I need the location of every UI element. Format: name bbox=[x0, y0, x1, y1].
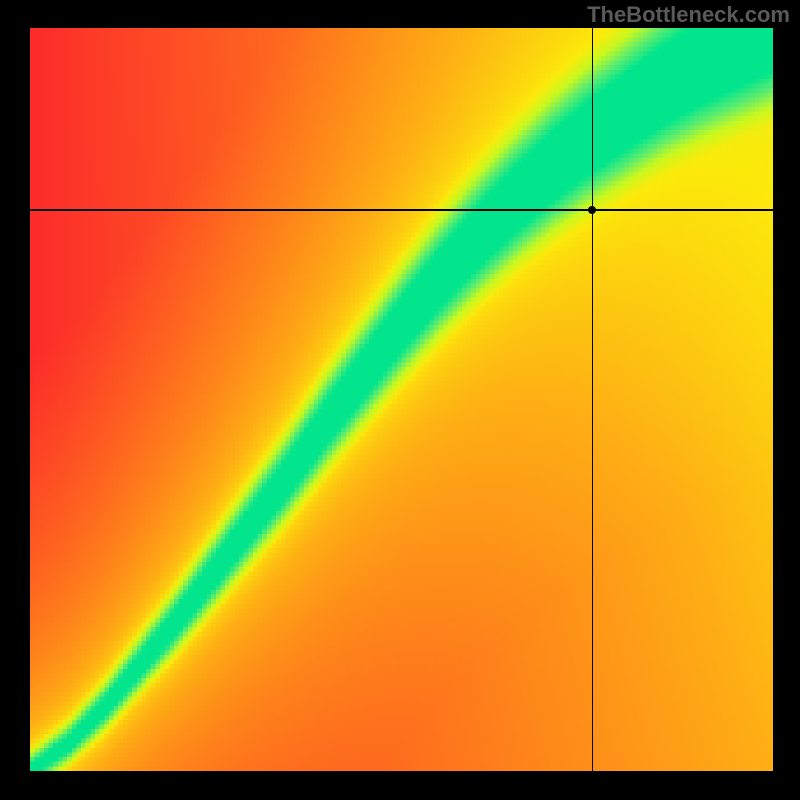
crosshair-horizontal bbox=[30, 209, 773, 210]
bottleneck-heatmap bbox=[30, 28, 773, 771]
watermark-text: TheBottleneck.com bbox=[587, 2, 790, 28]
chart-container: TheBottleneck.com bbox=[0, 0, 800, 800]
crosshair-vertical bbox=[592, 28, 593, 771]
